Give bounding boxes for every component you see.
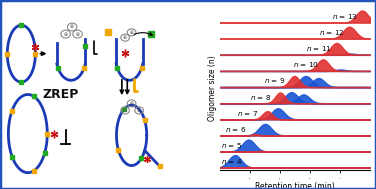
Text: ⊕: ⊕ — [70, 25, 74, 29]
Text: ⊕: ⊕ — [123, 108, 127, 113]
Text: ⊕: ⊕ — [123, 35, 127, 40]
Text: $n$ = 7: $n$ = 7 — [237, 109, 259, 118]
Text: $n$ = 11: $n$ = 11 — [306, 44, 332, 53]
Text: $n$ = 8: $n$ = 8 — [250, 93, 271, 101]
FancyArrowPatch shape — [134, 33, 152, 35]
Text: $n$ = 4: $n$ = 4 — [221, 157, 243, 166]
Text: ⊕: ⊕ — [130, 30, 133, 35]
Text: $n$ = 13: $n$ = 13 — [332, 12, 358, 21]
Text: ⊕: ⊕ — [137, 108, 141, 113]
Text: ⊕: ⊕ — [76, 32, 80, 37]
Text: $n$ = 10: $n$ = 10 — [293, 60, 319, 69]
Text: ⊕: ⊕ — [130, 101, 133, 106]
Text: $n$ = 9: $n$ = 9 — [264, 77, 286, 85]
Text: $n$ = 12: $n$ = 12 — [319, 28, 345, 37]
Text: ⊕: ⊕ — [64, 32, 68, 37]
X-axis label: Retention time (min): Retention time (min) — [255, 181, 335, 189]
Y-axis label: Oligomer size (n): Oligomer size (n) — [208, 55, 217, 121]
Text: $n$ = 5: $n$ = 5 — [221, 141, 243, 150]
Text: ZREP: ZREP — [42, 88, 79, 101]
Text: $n$ = 6: $n$ = 6 — [225, 125, 247, 134]
